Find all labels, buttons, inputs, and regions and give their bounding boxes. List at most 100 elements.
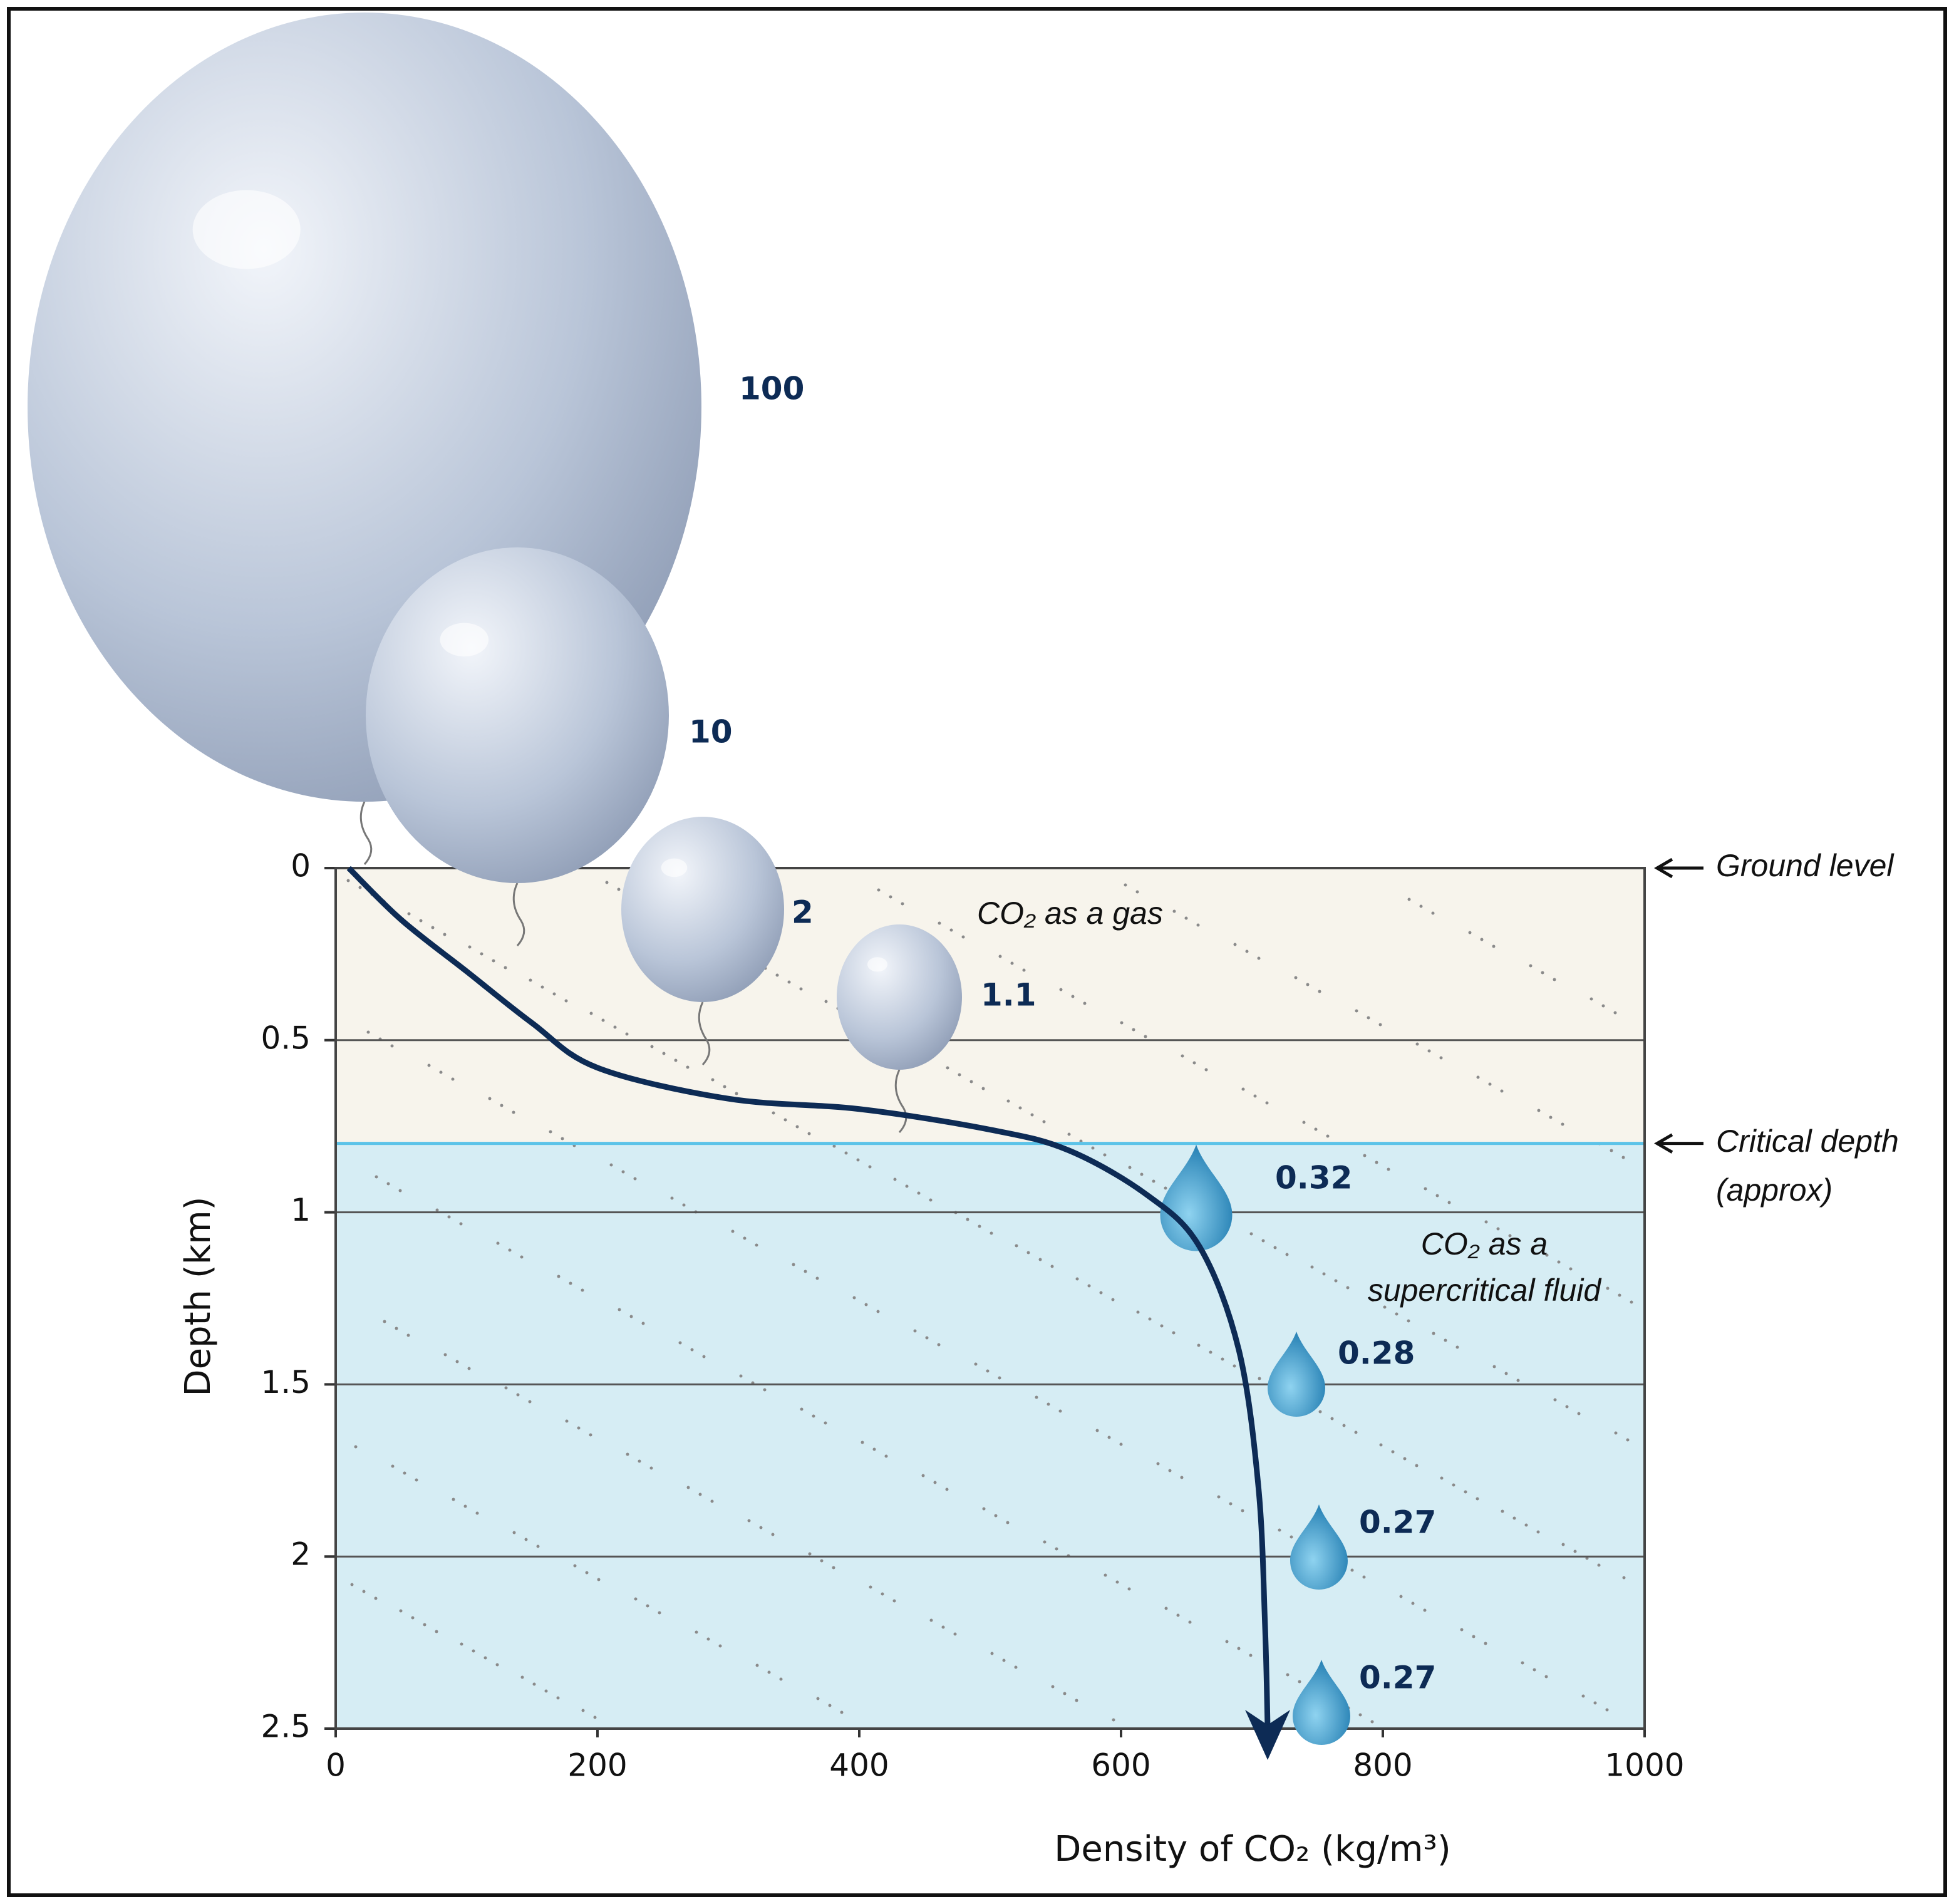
balloon [366,547,669,883]
stipple [1367,1016,1370,1020]
stipple [1492,1365,1496,1368]
stipple [1104,1573,1107,1577]
stipple [856,1158,860,1162]
stipple [475,1511,479,1515]
stipple [881,1592,884,1596]
stipple [1621,1156,1625,1159]
stipple [1059,988,1063,991]
stipple [383,1320,386,1323]
stipple [1383,1305,1387,1309]
stipple [731,1229,735,1233]
stipple [1581,1694,1585,1698]
stipple [889,895,892,899]
stipple [1294,976,1298,980]
stipple [557,1275,561,1278]
stipple [455,1360,459,1363]
stipple [1135,890,1139,894]
stipple [544,1689,548,1693]
stipple [1553,1398,1557,1402]
stipple [495,1663,499,1667]
x-tick-label: 800 [1353,1747,1412,1784]
stipple [1168,1469,1172,1472]
stipple [390,1044,394,1048]
stipple [674,1058,678,1062]
balloon-shine [192,190,301,269]
stipple [1370,1720,1374,1724]
stipple [938,921,941,925]
stipple [415,1478,418,1482]
volume-label: 0.32 [1275,1160,1352,1196]
stipple [711,1078,715,1082]
stipple [1444,1338,1447,1342]
stipple [1042,1120,1046,1124]
y-axis-label: Depth (km) [178,1196,219,1396]
stipple [1112,1718,1115,1722]
stipple [618,1308,621,1312]
stipple [581,1709,585,1712]
stipple [1326,1134,1330,1138]
stipple [981,1087,985,1090]
stipple [1496,1227,1500,1231]
balloon-shine [867,957,887,972]
stipple [1075,1277,1079,1281]
stipple [941,1625,945,1629]
stipple [864,1303,868,1306]
stipple [1577,1412,1581,1415]
stipple [872,1447,876,1451]
stipple [929,1198,933,1202]
stipple [1172,909,1176,913]
stipple [1144,1035,1147,1038]
stipple [1480,938,1484,941]
stipple [1537,1109,1541,1112]
stipple [1181,1054,1184,1058]
stipple [1124,883,1127,887]
stipple [1006,1099,1010,1103]
stipple [994,1514,998,1518]
stipple [569,1281,572,1285]
stipple [1427,1049,1431,1053]
stipple [549,1130,552,1134]
stipple [1601,1004,1605,1008]
stipple [1399,1595,1403,1598]
stipple [609,1163,613,1167]
stipple [755,1663,759,1667]
stipple [1322,1272,1326,1276]
x-tick-label: 600 [1091,1747,1150,1784]
stipple [1355,1009,1358,1013]
stipple [1030,1113,1034,1117]
stipple [795,1125,799,1129]
stipple [905,1184,909,1188]
stipple [540,985,544,989]
stipple [443,1353,447,1357]
stipple [1273,1246,1277,1250]
stipple [423,1623,426,1627]
stipple [1569,1267,1573,1271]
stipple [1245,949,1249,953]
stipple [1342,1424,1346,1427]
stipple [443,933,447,936]
stipple [1464,1490,1467,1494]
stipple [1038,1258,1042,1261]
stipple [1111,1298,1115,1301]
stipple [375,1175,378,1179]
stipple [807,1132,811,1136]
stipple [431,926,435,929]
y-tick-label: 2.5 [261,1709,311,1745]
stipple [1590,997,1593,1001]
stipple [1095,1429,1099,1432]
stipple [536,1544,540,1548]
stipple [723,1085,726,1089]
stipple [1354,1431,1358,1434]
volume-label: 0.28 [1338,1335,1415,1372]
stipple [800,1407,804,1411]
stipple [982,1507,986,1511]
stipple [1051,1685,1055,1689]
gas-zone [336,868,1645,1144]
stipple [435,1630,438,1633]
plot-border [334,867,1646,1730]
stipple [946,1066,949,1070]
stipple [978,1224,981,1228]
stipple [686,1486,690,1489]
stipple [1460,1628,1464,1632]
